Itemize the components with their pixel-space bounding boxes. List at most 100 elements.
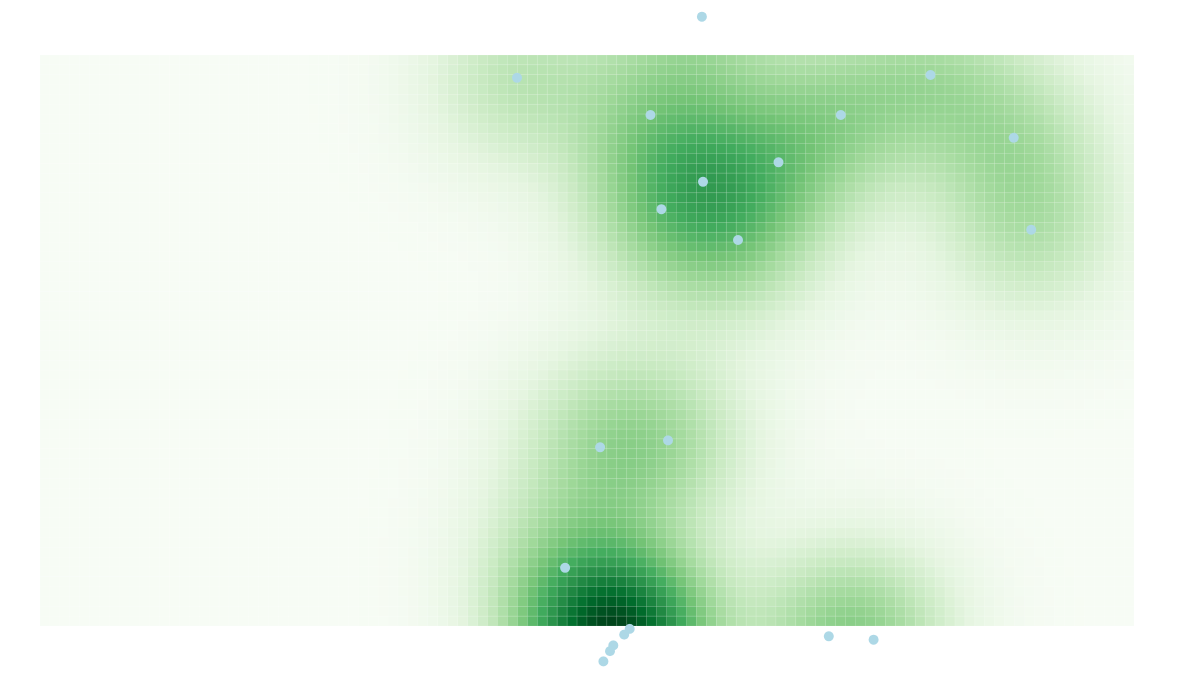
heatmap-cell (49, 103, 61, 115)
heatmap-cell (765, 281, 777, 292)
heatmap-cell (924, 103, 936, 115)
heatmap-cell (904, 448, 916, 459)
heatmap-cell (1103, 231, 1115, 243)
heatmap-cell (1004, 428, 1015, 440)
heatmap-cell (447, 487, 459, 499)
heatmap-cell (79, 94, 91, 105)
heatmap-cell (566, 192, 578, 203)
heatmap-cell (268, 448, 279, 459)
heatmap-cell (934, 438, 946, 450)
heatmap-cell (775, 389, 787, 400)
heatmap-cell (994, 330, 1006, 341)
heatmap-cell (278, 497, 289, 509)
heatmap-cell (517, 350, 528, 361)
heatmap-cell (149, 359, 160, 371)
heatmap-cell (397, 399, 409, 410)
heatmap-cell (646, 320, 657, 331)
heatmap-cell (1044, 261, 1055, 272)
heatmap-cell (546, 251, 558, 263)
heatmap-cell (188, 389, 200, 400)
heatmap-cell (1034, 418, 1045, 430)
heatmap-cell (268, 133, 279, 144)
heatmap-cell (576, 54, 588, 66)
heatmap-cell (198, 340, 210, 351)
heatmap-cell (686, 418, 697, 430)
heatmap-cell (497, 123, 508, 135)
heatmap-cell (198, 409, 210, 420)
heatmap-cell (178, 320, 190, 331)
heatmap-cell (785, 172, 797, 184)
heatmap-cell (536, 487, 548, 499)
heatmap-cell (109, 478, 120, 489)
heatmap-cell (1103, 251, 1115, 263)
heatmap-cell (49, 350, 61, 361)
heatmap-cell (497, 64, 508, 75)
heatmap-cell (875, 409, 886, 420)
heatmap-cell (755, 399, 767, 410)
heatmap-cell (79, 438, 91, 450)
heatmap-cell (1044, 153, 1055, 164)
heatmap-cell (1093, 64, 1105, 75)
heatmap-cell (1123, 281, 1135, 292)
heatmap-cell (377, 350, 389, 361)
heatmap-cell (248, 133, 260, 144)
heatmap-cell (218, 478, 230, 489)
heatmap-cell (715, 389, 727, 400)
heatmap-cell (397, 162, 409, 174)
heatmap-cell (626, 182, 638, 194)
heatmap-cell (487, 133, 498, 144)
heatmap-cell (487, 172, 498, 184)
heatmap-cell (477, 281, 488, 292)
heatmap-cell (785, 271, 797, 282)
heatmap-cell (367, 281, 379, 292)
heatmap-cell (517, 418, 528, 430)
heatmap-cell (865, 241, 876, 253)
heatmap-cell (1083, 359, 1095, 371)
heatmap-cell (1024, 143, 1035, 154)
heatmap-cell (168, 64, 180, 75)
heatmap-cell (178, 350, 190, 361)
heatmap-cell (377, 438, 389, 450)
heatmap-cell (268, 389, 279, 400)
heatmap-cell (109, 389, 120, 400)
heatmap-cell (536, 182, 548, 194)
heatmap-cell (308, 192, 319, 203)
heatmap-cell (715, 399, 727, 410)
heatmap-cell (69, 428, 81, 440)
heatmap-cell (994, 359, 1006, 371)
heatmap-cell (924, 418, 936, 430)
heatmap-cell (457, 202, 468, 213)
heatmap-cell (49, 438, 61, 450)
heatmap-cell (576, 399, 588, 410)
heatmap-cell (924, 241, 936, 253)
heatmap-cell (268, 153, 279, 164)
heatmap-cell (49, 271, 61, 282)
heatmap-cell (805, 418, 817, 430)
heatmap-cell (785, 54, 797, 66)
heatmap-cell (39, 123, 51, 135)
heatmap-cell (815, 251, 826, 263)
heatmap-cell (507, 409, 518, 420)
heatmap-cell (228, 153, 240, 164)
heatmap-cell (984, 241, 996, 253)
heatmap-cell (835, 271, 846, 282)
heatmap-cell (725, 300, 737, 312)
heatmap-cell (99, 418, 110, 430)
heatmap-cell (566, 320, 578, 331)
heatmap-cell (89, 487, 100, 499)
heatmap-cell (1103, 478, 1115, 489)
heatmap-cell (1103, 94, 1115, 105)
heatmap-cell (755, 153, 767, 164)
heatmap-cell (89, 222, 100, 233)
heatmap-cell (904, 468, 916, 479)
heatmap-cell (477, 300, 488, 312)
heatmap-cell (706, 202, 717, 213)
heatmap-cell (99, 458, 110, 469)
heatmap-cell (109, 261, 120, 272)
heatmap-cell (566, 300, 578, 312)
heatmap-cell (984, 202, 996, 213)
heatmap-cell (914, 143, 926, 154)
heatmap-cell (228, 428, 240, 440)
heatmap-cell (407, 212, 419, 223)
heatmap-cell (1004, 74, 1015, 85)
